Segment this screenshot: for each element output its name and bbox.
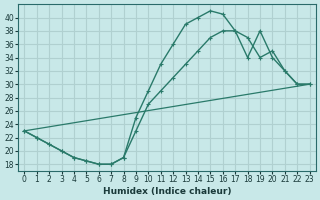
X-axis label: Humidex (Indice chaleur): Humidex (Indice chaleur) — [103, 187, 231, 196]
